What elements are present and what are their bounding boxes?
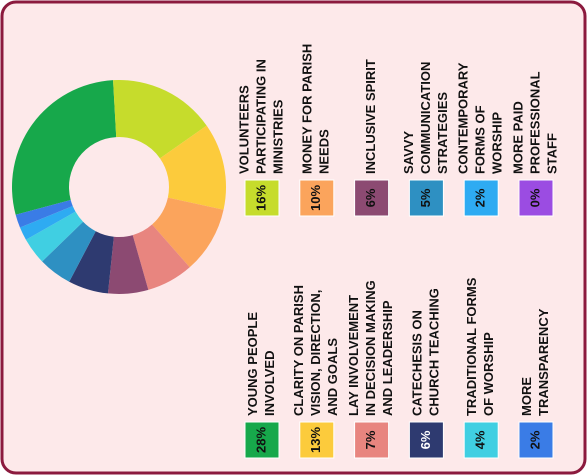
legend-swatch: [463, 179, 499, 217]
legend-label: FORMS OF: [473, 105, 488, 174]
legend-label: MORE: [519, 377, 534, 416]
legend-label: AND GOALS: [325, 338, 340, 416]
value-label: 2%: [473, 188, 488, 207]
legend-swatch: [299, 421, 335, 459]
legend-swatch: [354, 421, 390, 459]
legend-label: INCLUSIVE SPIRIT: [363, 59, 378, 174]
donut-slice: [11, 80, 117, 215]
value-label: 4%: [473, 430, 488, 449]
value-label: 13%: [308, 427, 323, 453]
value-label: 10%: [308, 185, 323, 211]
legend-label: TRADITIONAL FORMS: [464, 277, 479, 416]
legend-swatch: [463, 421, 499, 459]
legend-label: MONEY FOR PARISH: [300, 44, 315, 174]
legend-label: MINISTRIES: [270, 99, 285, 174]
legend-label: STAFF: [544, 133, 559, 174]
donut-slice: [107, 235, 149, 294]
legend-label: OF WORSHIP: [481, 332, 496, 416]
legend-label: VISION, DIRECTION,: [308, 290, 323, 416]
legend-label: SAVVY: [401, 131, 416, 174]
legend-label: LAY INVOLVEMENT: [346, 295, 361, 416]
value-label: 5%: [418, 188, 433, 207]
donut-slice: [152, 197, 224, 268]
value-label: 6%: [363, 188, 378, 207]
donut-slice: [19, 205, 76, 240]
legend-swatch: [518, 179, 554, 217]
legend-swatch: [299, 179, 335, 217]
donut-slice: [42, 221, 96, 282]
legend-swatch: [244, 421, 280, 459]
legend-label: CONTEMPORARY: [456, 62, 471, 174]
legend-swatch: [244, 179, 280, 217]
legend-label: PROFESSIONAL: [527, 71, 542, 174]
value-label: 2%: [527, 430, 542, 449]
legend-swatch: [354, 179, 390, 217]
legend-label: CHURCH TEACHING: [426, 288, 441, 416]
legend-label: IN DECISION MAKING: [363, 280, 378, 416]
legend-label: VOLUNTEERS: [236, 85, 251, 174]
donut-slice: [25, 211, 84, 262]
value-label: 16%: [253, 185, 268, 211]
legend-label: INVOLVED: [262, 351, 277, 417]
legend-label: NEEDS: [317, 129, 332, 174]
value-label: 7%: [363, 430, 378, 449]
legend-label: MORE PAID: [510, 101, 525, 174]
donut-slice: [132, 224, 190, 290]
donut-slice: [15, 199, 73, 228]
legend-label: STRATEGIES: [435, 92, 450, 174]
legend-label: TRANSPARENCY: [536, 308, 551, 416]
legend-label: COMMUNICATION: [418, 62, 433, 174]
value-label: 28%: [253, 427, 268, 453]
value-label: 6%: [418, 430, 433, 449]
legend-label: WORSHIP: [490, 112, 505, 174]
donut-slice: [69, 231, 114, 294]
legend-label: YOUNG PEOPLE: [245, 312, 260, 416]
legend-label: CATECHESIS ON: [409, 310, 424, 416]
legend-swatch: [408, 179, 444, 217]
legend-swatch: [518, 421, 554, 459]
donut-slice: [159, 125, 226, 210]
legend-swatch: [408, 421, 444, 459]
value-label: 0%: [527, 188, 542, 207]
donut-slice: [113, 80, 207, 159]
legend-label: CLARITY ON PARISH: [291, 285, 306, 416]
legend-label: PARTICIPATING IN: [253, 59, 268, 174]
legend-label: AND LEADERSHIP: [380, 300, 395, 416]
